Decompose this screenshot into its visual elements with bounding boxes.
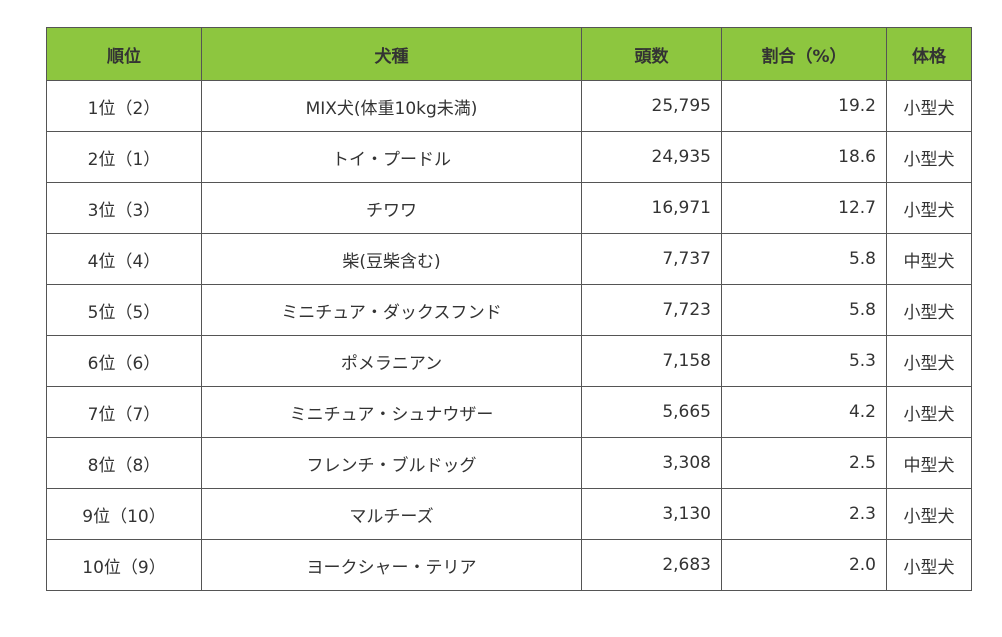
ratio-cell: 4.2	[721, 386, 887, 438]
rank-cell: 10位（9）	[46, 539, 202, 591]
count-cell: 2,683	[581, 539, 722, 591]
table-header: 順位 犬種 頭数 割合（%） 体格	[46, 27, 972, 81]
breed-cell: ヨークシャー・テリア	[201, 539, 582, 591]
count-cell: 25,795	[581, 80, 722, 132]
table-row: 4位（4） 柴(豆柴含む) 7,737 5.8 中型犬	[46, 233, 972, 285]
breed-cell: トイ・プードル	[201, 131, 582, 183]
header-count: 頭数	[581, 27, 722, 81]
count-cell: 7,158	[581, 335, 722, 387]
breed-cell: ポメラニアン	[201, 335, 582, 387]
table-row: 6位（6） ポメラニアン 7,158 5.3 小型犬	[46, 335, 972, 387]
size-cell: 小型犬	[886, 182, 972, 234]
size-cell: 小型犬	[886, 80, 972, 132]
table-body: 1位（2） MIX犬(体重10kg未満) 25,795 19.2 小型犬 2位（…	[46, 80, 972, 591]
count-cell: 7,737	[581, 233, 722, 285]
rank-cell: 3位（3）	[46, 182, 202, 234]
breed-cell: マルチーズ	[201, 488, 582, 540]
dog-breed-ranking-table: 順位 犬種 頭数 割合（%） 体格 1位（2） MIX犬(体重10kg未満) 2…	[46, 27, 972, 591]
header-ratio: 割合（%）	[721, 27, 887, 81]
rank-cell: 6位（6）	[46, 335, 202, 387]
count-cell: 24,935	[581, 131, 722, 183]
count-cell: 7,723	[581, 284, 722, 336]
table-row: 10位（9） ヨークシャー・テリア 2,683 2.0 小型犬	[46, 539, 972, 591]
rank-cell: 2位（1）	[46, 131, 202, 183]
breed-cell: MIX犬(体重10kg未満)	[201, 80, 582, 132]
breed-cell: ミニチュア・シュナウザー	[201, 386, 582, 438]
table-row: 8位（8） フレンチ・ブルドッグ 3,308 2.5 中型犬	[46, 437, 972, 489]
ratio-cell: 2.0	[721, 539, 887, 591]
size-cell: 中型犬	[886, 233, 972, 285]
count-cell: 16,971	[581, 182, 722, 234]
ratio-cell: 5.8	[721, 233, 887, 285]
header-row: 順位 犬種 頭数 割合（%） 体格	[46, 27, 972, 81]
count-cell: 3,130	[581, 488, 722, 540]
header-breed: 犬種	[201, 27, 582, 81]
ratio-cell: 5.3	[721, 335, 887, 387]
table-row: 2位（1） トイ・プードル 24,935 18.6 小型犬	[46, 131, 972, 183]
ratio-cell: 2.5	[721, 437, 887, 489]
header-rank: 順位	[46, 27, 202, 81]
rank-cell: 5位（5）	[46, 284, 202, 336]
ratio-cell: 12.7	[721, 182, 887, 234]
rank-cell: 4位（4）	[46, 233, 202, 285]
breed-cell: 柴(豆柴含む)	[201, 233, 582, 285]
table-row: 5位（5） ミニチュア・ダックスフンド 7,723 5.8 小型犬	[46, 284, 972, 336]
count-cell: 3,308	[581, 437, 722, 489]
breed-cell: チワワ	[201, 182, 582, 234]
ratio-cell: 19.2	[721, 80, 887, 132]
breed-cell: ミニチュア・ダックスフンド	[201, 284, 582, 336]
ratio-cell: 18.6	[721, 131, 887, 183]
size-cell: 小型犬	[886, 539, 972, 591]
table-row: 3位（3） チワワ 16,971 12.7 小型犬	[46, 182, 972, 234]
table-row: 9位（10） マルチーズ 3,130 2.3 小型犬	[46, 488, 972, 540]
size-cell: 小型犬	[886, 131, 972, 183]
rank-cell: 7位（7）	[46, 386, 202, 438]
rank-cell: 8位（8）	[46, 437, 202, 489]
breed-cell: フレンチ・ブルドッグ	[201, 437, 582, 489]
size-cell: 中型犬	[886, 437, 972, 489]
header-size: 体格	[886, 27, 972, 81]
table-row: 1位（2） MIX犬(体重10kg未満) 25,795 19.2 小型犬	[46, 80, 972, 132]
rank-cell: 1位（2）	[46, 80, 202, 132]
size-cell: 小型犬	[886, 488, 972, 540]
ratio-cell: 5.8	[721, 284, 887, 336]
size-cell: 小型犬	[886, 335, 972, 387]
count-cell: 5,665	[581, 386, 722, 438]
rank-cell: 9位（10）	[46, 488, 202, 540]
size-cell: 小型犬	[886, 386, 972, 438]
table-row: 7位（7） ミニチュア・シュナウザー 5,665 4.2 小型犬	[46, 386, 972, 438]
ratio-cell: 2.3	[721, 488, 887, 540]
size-cell: 小型犬	[886, 284, 972, 336]
